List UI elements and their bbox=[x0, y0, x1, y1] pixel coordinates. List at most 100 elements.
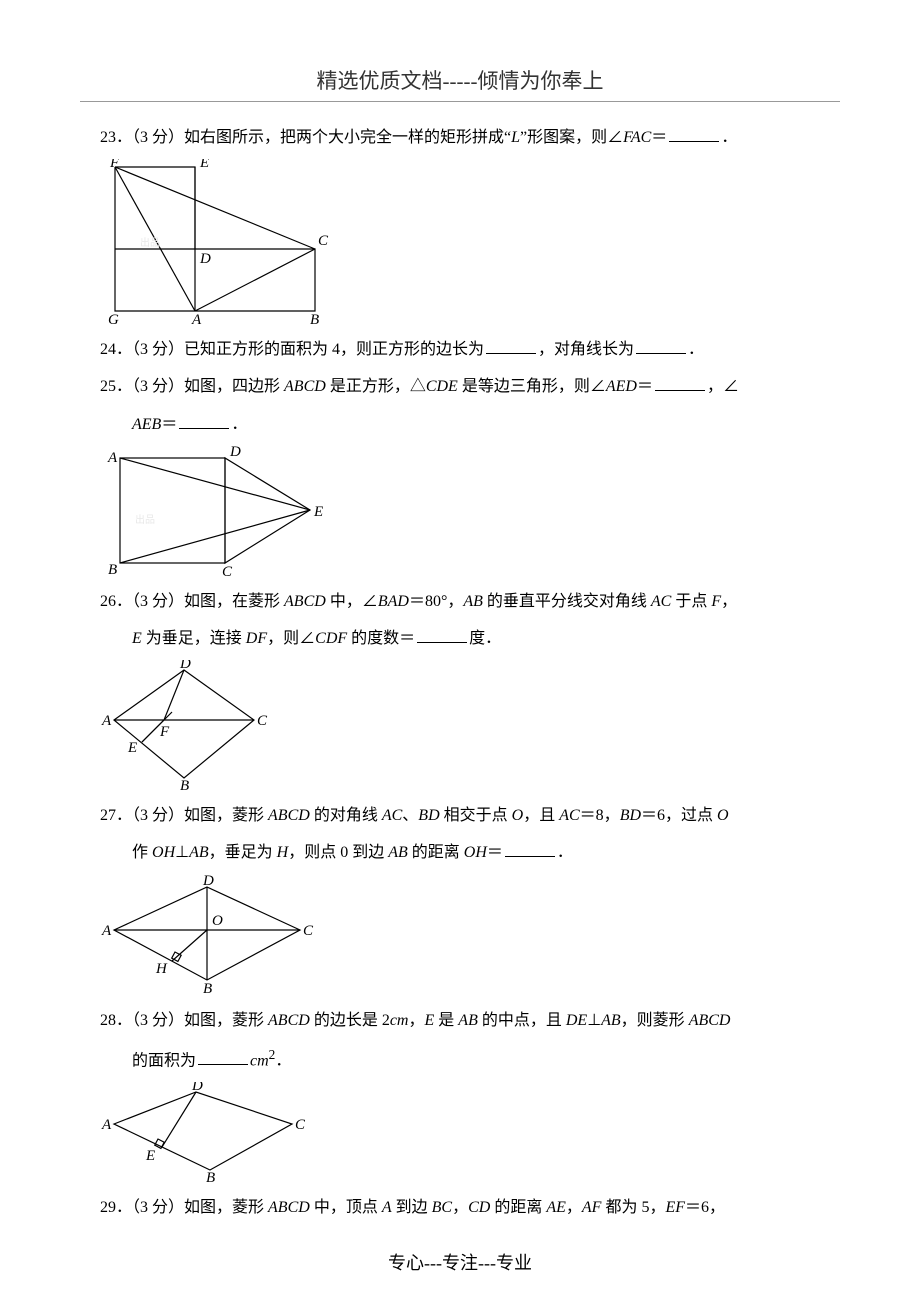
q25-cde: CDE bbox=[426, 378, 458, 395]
q23-num: 23．（3 分） bbox=[100, 129, 184, 146]
q29-ae: AE bbox=[546, 1199, 566, 1216]
q23-blank bbox=[669, 125, 719, 142]
q23-equals: ＝ bbox=[651, 129, 667, 146]
q28-ab: AB bbox=[458, 1012, 478, 1029]
q23-text-b: ”形图案，则∠ bbox=[520, 129, 623, 146]
q23-text-a: 如右图所示，把两个大小完全一样的矩形拼成“ bbox=[184, 129, 511, 146]
q28-cm: cm bbox=[390, 1012, 409, 1029]
q24-blank1 bbox=[486, 337, 536, 354]
q28-num: 28．（3 分） bbox=[100, 1012, 184, 1029]
q26-v-E: E bbox=[127, 740, 137, 756]
q27-text-d: 相交于点 bbox=[440, 807, 512, 824]
q25-figure: A D E B C 出品 bbox=[100, 446, 820, 576]
q26-f: F bbox=[711, 593, 721, 610]
q24-text-a: 已知正方形的面积为 4，则正方形的边长为 bbox=[184, 341, 484, 358]
q27-text-b: 的对角线 bbox=[310, 807, 382, 824]
q26-v-B: B bbox=[180, 778, 189, 790]
q23-v-D: D bbox=[199, 251, 211, 267]
question-25: 25．（3 分）如图，四边形 ABCD 是正方形，△CDE 是等边三角形，则∠A… bbox=[100, 369, 820, 404]
question-26: 26．（3 分）如图，在菱形 ABCD 中，∠BAD＝80°，AB 的垂直平分线… bbox=[100, 584, 820, 619]
q23-figure: F E C D G A B 出品 bbox=[100, 159, 820, 324]
q27-text-a: 如图，菱形 bbox=[184, 807, 268, 824]
q28-blank bbox=[198, 1048, 248, 1065]
q27-period: ． bbox=[557, 844, 573, 861]
q25-text-b: 是正方形，△ bbox=[326, 378, 426, 395]
q27-ab: AB bbox=[189, 844, 209, 861]
q27-perp: ⊥ bbox=[175, 844, 189, 861]
q29-text-c: 到边 bbox=[392, 1199, 432, 1216]
q28-text-e: 的中点，且 bbox=[478, 1012, 566, 1029]
q29-a: A bbox=[382, 1199, 392, 1216]
q28-v-C: C bbox=[295, 1117, 305, 1133]
q23-period: ． bbox=[721, 129, 737, 146]
q26-bad: BAD bbox=[378, 593, 409, 610]
q23-v-B: B bbox=[310, 312, 319, 324]
q25-text-a: 如图，四边形 bbox=[184, 378, 284, 395]
q25-aeb: AEB bbox=[132, 416, 161, 433]
q28-abcd: ABCD bbox=[268, 1012, 310, 1029]
q26-cdf: CDF bbox=[315, 630, 347, 647]
q26-blank bbox=[417, 626, 467, 643]
q26-df: DF bbox=[246, 630, 267, 647]
q23-angle: FAC bbox=[623, 129, 651, 146]
q23-v-E: E bbox=[199, 159, 209, 171]
q23-v-C: C bbox=[318, 233, 329, 249]
q27-text-g: ＝6，过点 bbox=[641, 807, 717, 824]
q25-blank1 bbox=[655, 374, 705, 391]
q28-l2a: 的面积为 bbox=[132, 1052, 196, 1069]
q29-bc: BC bbox=[432, 1199, 452, 1216]
q27-oh: OH bbox=[152, 844, 175, 861]
q27-oh2: OH bbox=[464, 844, 487, 861]
q26-l2c: ，则∠ bbox=[267, 630, 315, 647]
q24-num: 24．（3 分） bbox=[100, 341, 184, 358]
q26-text-e: 于点 bbox=[671, 593, 711, 610]
q25-comma: ，∠ bbox=[707, 378, 739, 395]
q26-v-D: D bbox=[179, 660, 191, 672]
q28-text-b: 的边长是 2 bbox=[310, 1012, 390, 1029]
q29-text-h: ＝6， bbox=[685, 1199, 725, 1216]
q27-ac: AC bbox=[382, 807, 402, 824]
header-rule bbox=[80, 101, 840, 102]
q26-text-c: ＝80°， bbox=[409, 593, 463, 610]
q25-period: ． bbox=[231, 416, 247, 433]
q29-text-b: 中，顶点 bbox=[310, 1199, 382, 1216]
q28-v-D: D bbox=[191, 1082, 203, 1094]
q27-text-c: 、 bbox=[402, 807, 418, 824]
q29-text-g: 都为 5， bbox=[601, 1199, 665, 1216]
q27-eq: ＝ bbox=[487, 844, 503, 861]
q27-l2c: ，则点 0 到边 bbox=[288, 844, 388, 861]
q27-blank bbox=[505, 840, 555, 857]
q23-v-A: A bbox=[191, 312, 202, 324]
q26-ab: AB bbox=[463, 593, 483, 610]
q28-figure: D A C E B bbox=[100, 1082, 820, 1182]
q25-eq: ＝ bbox=[637, 378, 653, 395]
question-26-line2: E 为垂足，连接 DF，则∠CDF 的度数＝度． bbox=[100, 621, 820, 656]
q26-text-f: ， bbox=[721, 593, 737, 610]
q27-num: 27．（3 分） bbox=[100, 807, 184, 824]
page-header: 精选优质文档-----倾情为你奉上 bbox=[100, 65, 820, 95]
q28-text-c: ， bbox=[408, 1012, 424, 1029]
q25-svg: A D E B C bbox=[100, 446, 325, 576]
q26-figure: D A F C E B bbox=[100, 660, 820, 790]
q28-period: ． bbox=[275, 1052, 291, 1069]
q27-v-B: B bbox=[203, 981, 212, 995]
q23-L: L bbox=[511, 129, 520, 146]
q28-v-B: B bbox=[206, 1170, 215, 1182]
question-24: 24．（3 分）已知正方形的面积为 4，则正方形的边长为，对角线长为． bbox=[100, 332, 820, 367]
q29-ef: EF bbox=[665, 1199, 685, 1216]
question-23: 23．（3 分）如右图所示，把两个大小完全一样的矩形拼成“L”形图案，则∠FAC… bbox=[100, 120, 820, 155]
q27-abcd: ABCD bbox=[268, 807, 310, 824]
q27-svg: D A O C H B bbox=[100, 875, 315, 995]
q29-cd: CD bbox=[468, 1199, 490, 1216]
page-footer: 专心---专注---专业 bbox=[100, 1249, 820, 1275]
question-27: 27．（3 分）如图，菱形 ABCD 的对角线 AC、BD 相交于点 O，且 A… bbox=[100, 798, 820, 833]
q27-l2a: 作 bbox=[132, 844, 152, 861]
q27-ab2: AB bbox=[388, 844, 408, 861]
q23-v-G: G bbox=[108, 312, 119, 324]
q27-v-O: O bbox=[212, 913, 223, 929]
question-29: 29．（3 分）如图，菱形 ABCD 中，顶点 A 到边 BC，CD 的距离 A… bbox=[100, 1190, 820, 1225]
q25-blank2 bbox=[179, 412, 229, 429]
q26-num: 26．（3 分） bbox=[100, 593, 184, 610]
q28-v-E: E bbox=[145, 1148, 155, 1164]
q27-v-C: C bbox=[303, 923, 314, 939]
